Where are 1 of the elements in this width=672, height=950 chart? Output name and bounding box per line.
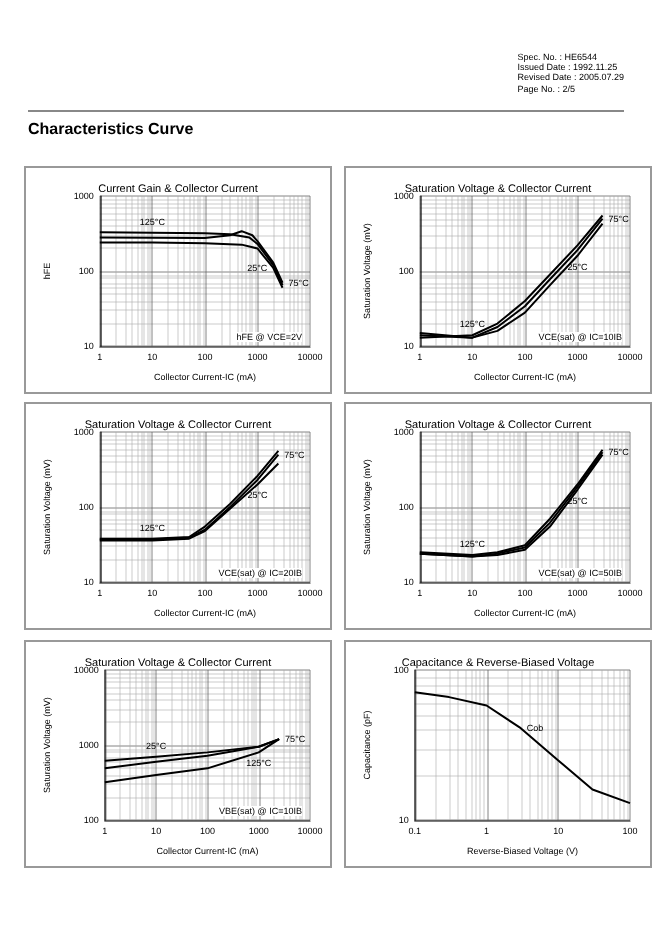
text: Characteristics Curve [28,120,194,138]
